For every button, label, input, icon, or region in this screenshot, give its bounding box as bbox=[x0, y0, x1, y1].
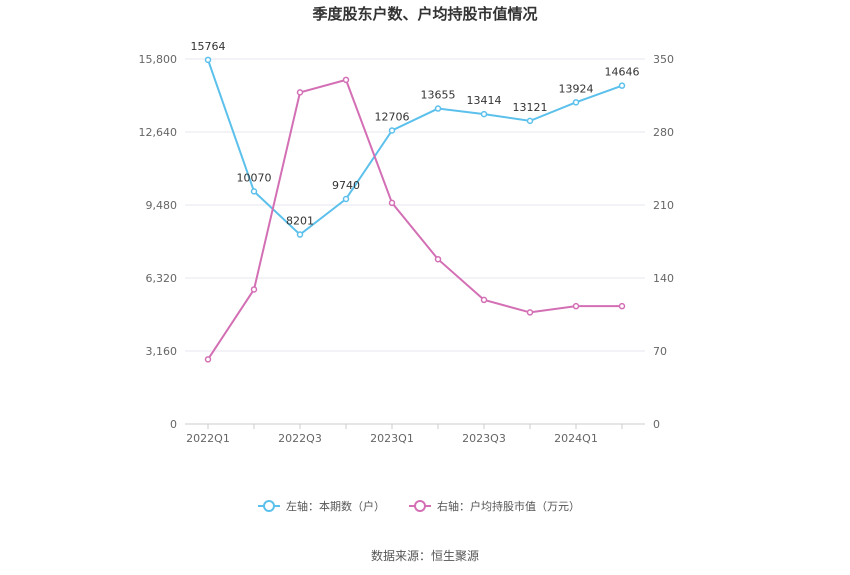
legend-label: 右轴：户均持股市值（万元） bbox=[437, 499, 580, 513]
series-2-point[interactable] bbox=[526, 309, 534, 316]
legend-swatch-marker bbox=[263, 500, 275, 512]
series-1-point[interactable] bbox=[434, 105, 442, 112]
x-tick-label: 2022Q3 bbox=[278, 432, 322, 445]
y-right-tick-label: 350 bbox=[653, 53, 674, 66]
series-1-point[interactable] bbox=[480, 110, 488, 118]
series-1-point[interactable] bbox=[388, 127, 396, 134]
y-right-tick-label: 140 bbox=[653, 272, 674, 285]
data-label: 14646 bbox=[605, 66, 640, 79]
series-2-point[interactable] bbox=[480, 296, 488, 304]
y-left-tick-label: 15,800 bbox=[139, 53, 178, 66]
x-tick-label: 2024Q1 bbox=[554, 432, 598, 445]
series-line-2 bbox=[207, 78, 622, 360]
series-1-point[interactable] bbox=[342, 195, 350, 203]
series-1-point[interactable] bbox=[204, 56, 212, 64]
series-2-point[interactable] bbox=[342, 76, 350, 84]
y-right-tick-label: 0 bbox=[653, 418, 660, 431]
axes: 0 3,160 6,320 9,480 12,640 15,800 0 70 140 210 280… bbox=[139, 53, 675, 445]
series-2-point[interactable] bbox=[250, 286, 258, 293]
y-right-tick-label: 210 bbox=[653, 199, 674, 212]
series-1-point[interactable] bbox=[296, 231, 304, 238]
series-line-1 bbox=[207, 59, 623, 236]
y-right-tick-label: 280 bbox=[653, 126, 674, 139]
data-label: 13414 bbox=[467, 94, 502, 107]
x-tick-label: 2023Q1 bbox=[370, 432, 414, 445]
series-layer bbox=[204, 56, 626, 363]
x-tick-label: 2023Q3 bbox=[462, 432, 506, 445]
series-2-point[interactable] bbox=[434, 255, 442, 263]
legend-label: 左轴：本期数（户） bbox=[286, 499, 385, 513]
data-label: 9740 bbox=[332, 179, 360, 192]
series-2-point[interactable] bbox=[296, 89, 304, 96]
legend[interactable]: 左轴：本期数（户） 右轴：户均持股市值（万元） bbox=[258, 499, 580, 513]
series-1-point[interactable] bbox=[250, 188, 258, 195]
data-label: 15764 bbox=[191, 40, 226, 53]
data-label: 12706 bbox=[375, 110, 410, 123]
source-text: 数据来源：恒生聚源 bbox=[371, 548, 479, 563]
series-2-point[interactable] bbox=[572, 302, 580, 310]
series-1-point[interactable] bbox=[526, 117, 534, 125]
legend-item-2[interactable]: 右轴：户均持股市值（万元） bbox=[409, 499, 580, 513]
y-left-tick-label: 0 bbox=[170, 418, 177, 431]
y-left-tick-label: 3,160 bbox=[146, 345, 178, 358]
series-1-point[interactable] bbox=[572, 99, 580, 106]
data-label: 8201 bbox=[286, 215, 314, 228]
y-right-tick-label: 70 bbox=[653, 345, 667, 358]
series-1-point[interactable] bbox=[618, 82, 626, 89]
series-2-point[interactable] bbox=[618, 302, 626, 310]
data-label: 13121 bbox=[513, 101, 548, 114]
y-left-tick-label: 9,480 bbox=[146, 199, 178, 212]
data-label: 13655 bbox=[421, 89, 456, 102]
y-left-tick-label: 6,320 bbox=[146, 272, 178, 285]
y-left-tick-label: 12,640 bbox=[139, 126, 178, 139]
grid bbox=[185, 58, 645, 425]
x-tick-label: 2022Q1 bbox=[186, 432, 230, 445]
data-label: 10070 bbox=[237, 171, 272, 184]
series-2-point[interactable] bbox=[204, 356, 212, 363]
series-2-point[interactable] bbox=[388, 199, 396, 207]
legend-item-1[interactable]: 左轴：本期数（户） bbox=[258, 499, 385, 513]
chart-title: 季度股东户数、户均持股市值情况 bbox=[312, 5, 537, 23]
data-label: 13924 bbox=[559, 82, 594, 95]
legend-swatch-marker bbox=[414, 500, 426, 512]
data-labels: 15764 10070 8201 9740 12706 13655 13414 13121 13… bbox=[191, 40, 640, 228]
